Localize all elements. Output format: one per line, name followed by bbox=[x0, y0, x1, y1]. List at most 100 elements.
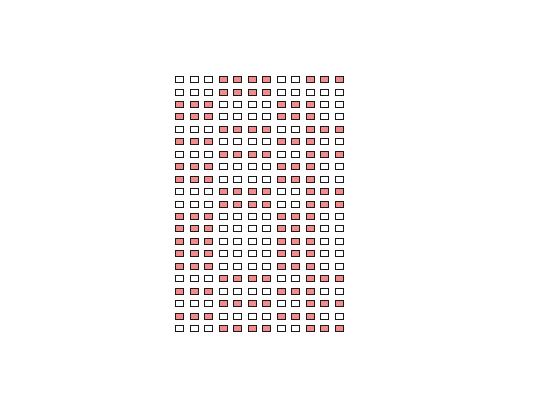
grid-cell[interactable] bbox=[334, 325, 344, 332]
grid-cell[interactable] bbox=[305, 150, 315, 158]
grid-cell[interactable] bbox=[334, 275, 344, 283]
grid-cell[interactable] bbox=[276, 300, 286, 308]
grid-cell[interactable] bbox=[276, 125, 286, 133]
grid-cell[interactable] bbox=[175, 225, 184, 233]
grid-cell[interactable] bbox=[233, 287, 242, 295]
grid-cell[interactable] bbox=[291, 138, 300, 146]
grid-cell[interactable] bbox=[320, 188, 329, 196]
grid-cell[interactable] bbox=[276, 312, 286, 320]
grid-cell[interactable] bbox=[218, 300, 228, 308]
grid-cell[interactable] bbox=[334, 225, 344, 233]
grid-cell[interactable] bbox=[189, 188, 199, 196]
grid-cell[interactable] bbox=[334, 175, 344, 183]
grid-cell[interactable] bbox=[320, 200, 329, 208]
grid-cell[interactable] bbox=[276, 100, 286, 108]
grid-cell[interactable] bbox=[247, 76, 257, 83]
grid-cell[interactable] bbox=[175, 200, 184, 208]
grid-cell[interactable] bbox=[305, 262, 315, 270]
grid-cell[interactable] bbox=[334, 113, 344, 121]
grid-cell[interactable] bbox=[233, 138, 242, 146]
grid-cell[interactable] bbox=[175, 287, 184, 295]
grid-cell[interactable] bbox=[233, 275, 242, 283]
grid-cell[interactable] bbox=[305, 100, 315, 108]
grid-cell[interactable] bbox=[305, 138, 315, 146]
grid-cell[interactable] bbox=[175, 325, 184, 332]
grid-cell[interactable] bbox=[276, 275, 286, 283]
grid-cell[interactable] bbox=[189, 237, 199, 245]
grid-cell[interactable] bbox=[262, 262, 271, 270]
grid-cell[interactable] bbox=[334, 212, 344, 220]
grid-cell[interactable] bbox=[204, 312, 213, 320]
grid-cell[interactable] bbox=[204, 125, 213, 133]
grid-cell[interactable] bbox=[189, 300, 199, 308]
grid-cell[interactable] bbox=[334, 300, 344, 308]
grid-cell[interactable] bbox=[175, 88, 184, 96]
grid-cell[interactable] bbox=[320, 113, 329, 121]
grid-cell[interactable] bbox=[189, 287, 199, 295]
grid-cell[interactable] bbox=[320, 212, 329, 220]
grid-cell[interactable] bbox=[175, 300, 184, 308]
grid-cell[interactable] bbox=[189, 275, 199, 283]
grid-cell[interactable] bbox=[204, 237, 213, 245]
grid-cell[interactable] bbox=[291, 287, 300, 295]
grid-cell[interactable] bbox=[233, 300, 242, 308]
grid-cell[interactable] bbox=[175, 312, 184, 320]
grid-cell[interactable] bbox=[276, 325, 286, 332]
grid-cell[interactable] bbox=[334, 138, 344, 146]
grid-cell[interactable] bbox=[233, 200, 242, 208]
grid-cell[interactable] bbox=[233, 88, 242, 96]
grid-cell[interactable] bbox=[305, 175, 315, 183]
grid-cell[interactable] bbox=[233, 250, 242, 258]
grid-cell[interactable] bbox=[320, 175, 329, 183]
grid-cell[interactable] bbox=[262, 188, 271, 196]
grid-cell[interactable] bbox=[305, 163, 315, 171]
grid-cell[interactable] bbox=[305, 312, 315, 320]
grid-cell[interactable] bbox=[247, 287, 257, 295]
grid-cell[interactable] bbox=[233, 188, 242, 196]
grid-cell[interactable] bbox=[262, 300, 271, 308]
grid-cell[interactable] bbox=[247, 200, 257, 208]
grid-cell[interactable] bbox=[276, 163, 286, 171]
grid-cell[interactable] bbox=[204, 100, 213, 108]
grid-cell[interactable] bbox=[189, 312, 199, 320]
grid-cell[interactable] bbox=[276, 76, 286, 83]
grid-cell[interactable] bbox=[276, 150, 286, 158]
grid-cell[interactable] bbox=[175, 237, 184, 245]
grid-cell[interactable] bbox=[204, 76, 213, 83]
grid-cell[interactable] bbox=[291, 237, 300, 245]
grid-cell[interactable] bbox=[291, 125, 300, 133]
grid-cell[interactable] bbox=[305, 125, 315, 133]
grid-cell[interactable] bbox=[320, 100, 329, 108]
grid-cell[interactable] bbox=[320, 275, 329, 283]
grid-cell[interactable] bbox=[233, 225, 242, 233]
grid-cell[interactable] bbox=[276, 188, 286, 196]
grid-cell[interactable] bbox=[305, 237, 315, 245]
grid-cell[interactable] bbox=[189, 76, 199, 83]
grid-cell[interactable] bbox=[218, 113, 228, 121]
grid-cell[interactable] bbox=[175, 150, 184, 158]
grid-cell[interactable] bbox=[320, 262, 329, 270]
grid-cell[interactable] bbox=[291, 300, 300, 308]
grid-cell[interactable] bbox=[175, 262, 184, 270]
grid-cell[interactable] bbox=[247, 275, 257, 283]
grid-cell[interactable] bbox=[204, 188, 213, 196]
grid-cell[interactable] bbox=[276, 113, 286, 121]
grid-cell[interactable] bbox=[334, 76, 344, 83]
grid-cell[interactable] bbox=[189, 163, 199, 171]
grid-cell[interactable] bbox=[189, 200, 199, 208]
grid-cell[interactable] bbox=[320, 325, 329, 332]
grid-cell[interactable] bbox=[262, 225, 271, 233]
grid-cell[interactable] bbox=[204, 262, 213, 270]
grid-cell[interactable] bbox=[262, 275, 271, 283]
grid-cell[interactable] bbox=[320, 300, 329, 308]
grid-cell[interactable] bbox=[247, 237, 257, 245]
grid-cell[interactable] bbox=[320, 237, 329, 245]
grid-cell[interactable] bbox=[189, 262, 199, 270]
grid-cell[interactable] bbox=[247, 175, 257, 183]
grid-cell[interactable] bbox=[247, 125, 257, 133]
grid-cell[interactable] bbox=[291, 325, 300, 332]
grid-cell[interactable] bbox=[305, 88, 315, 96]
grid-cell[interactable] bbox=[218, 125, 228, 133]
grid-cell[interactable] bbox=[247, 225, 257, 233]
grid-cell[interactable] bbox=[189, 175, 199, 183]
